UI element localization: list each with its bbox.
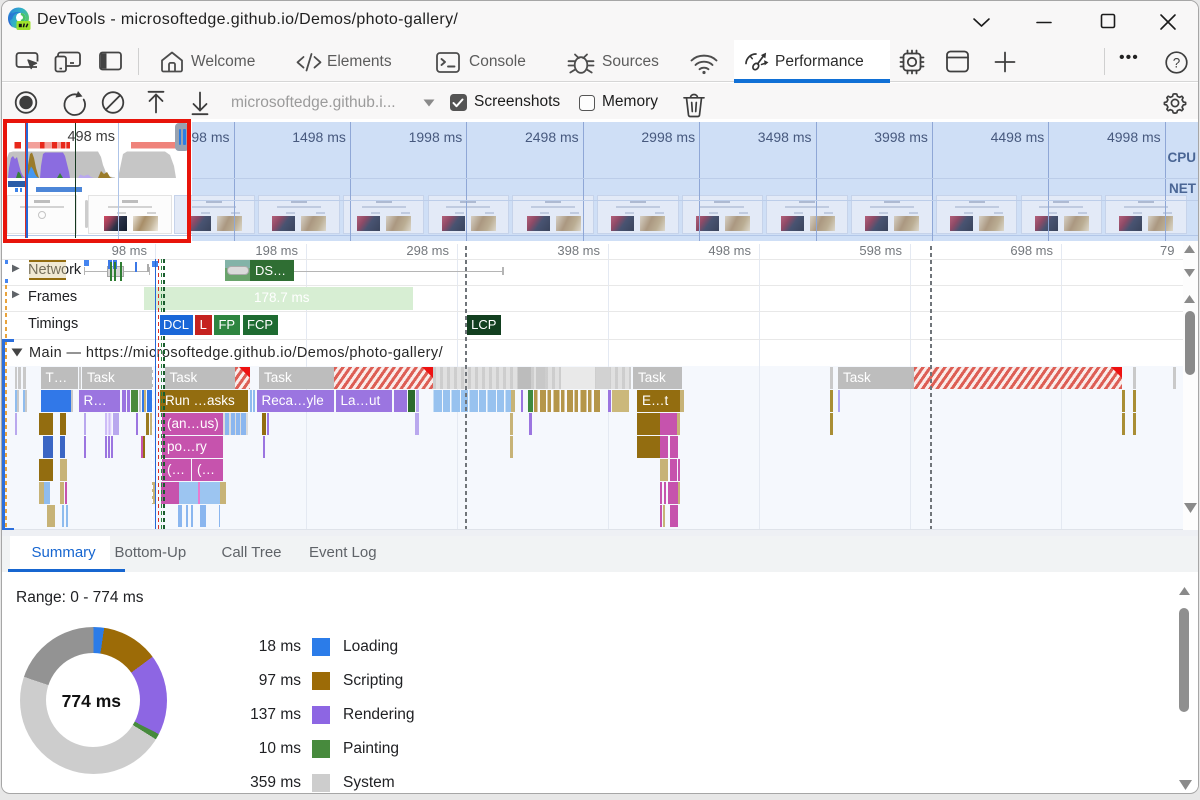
svg-text:?: ? [1173,55,1181,70]
